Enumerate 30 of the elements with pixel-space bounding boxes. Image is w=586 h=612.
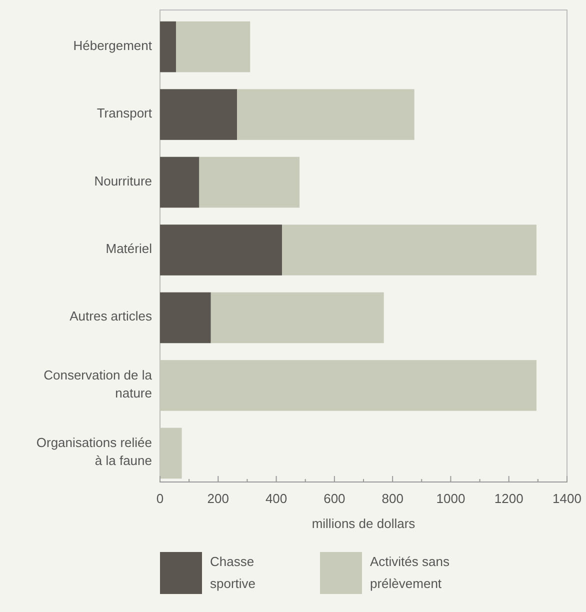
y-tick-label: Nourriture bbox=[94, 174, 152, 189]
bar bbox=[237, 89, 414, 140]
text: Activités sans prélèvement bbox=[370, 554, 454, 591]
bar bbox=[176, 21, 250, 72]
text: Chasse sportive bbox=[210, 554, 258, 591]
x-tick-label: 1200 bbox=[494, 491, 524, 506]
bar bbox=[160, 89, 238, 140]
bar bbox=[199, 156, 300, 208]
bar bbox=[160, 21, 176, 72]
bar bbox=[160, 428, 182, 479]
x-tick-label: 600 bbox=[324, 491, 346, 506]
y-tick-label: Conservation de la nature bbox=[44, 368, 153, 401]
y-tick-label: Hébergement bbox=[73, 38, 152, 54]
bar bbox=[210, 292, 384, 344]
y-tick-label: Organisations reliée à la faune bbox=[36, 436, 152, 469]
x-axis-title: millions de dollars bbox=[312, 516, 416, 531]
x-tick-label: 200 bbox=[207, 491, 229, 506]
x-tick-label: 1400 bbox=[552, 491, 582, 506]
bar bbox=[160, 360, 536, 411]
bar bbox=[160, 156, 200, 208]
y-tick-label: Autres articles bbox=[70, 309, 152, 324]
bar bbox=[282, 224, 536, 276]
x-tick-label: 400 bbox=[265, 491, 288, 506]
bar bbox=[160, 224, 282, 276]
y-tick-label: Matériel bbox=[106, 241, 152, 256]
y-tick-label: Transport bbox=[96, 106, 152, 121]
x-tick-label: 1000 bbox=[436, 491, 466, 506]
x-tick-label: 800 bbox=[382, 491, 404, 506]
bar bbox=[160, 292, 211, 344]
x-tick-label: 0 bbox=[156, 491, 164, 506]
